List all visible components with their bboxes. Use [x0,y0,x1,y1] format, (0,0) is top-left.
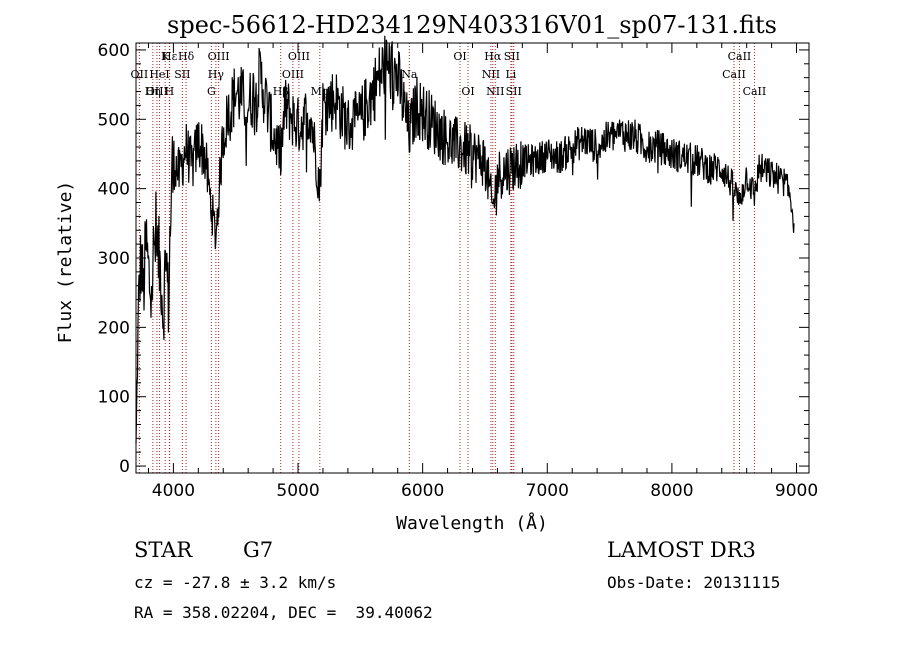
spectral-line-label: K [161,50,170,63]
y-axis-label: Flux (relative) [55,181,76,344]
spectral-line-label: CaII [722,68,746,81]
spectral-line-label: OI [461,85,474,98]
spectral-line-label: HeI [149,68,169,81]
spectrum-series-line [135,35,795,444]
spectral-line-label: SII [506,85,522,98]
spectral-line-label: SII [174,68,190,81]
spectral-line-label: Hγ [208,68,225,81]
x-tick-label: 5000 [276,481,319,501]
object-class: STAR [134,538,193,562]
spectral-line-label: OI [453,50,466,63]
x-tick-label: 9000 [775,481,818,501]
survey-name: LAMOST DR3 [607,538,756,562]
y-tick-label: 200 [98,318,130,338]
spectral-line-label: G [207,85,216,98]
spectral-line-label: SII [504,50,520,63]
y-tick-label: 300 [98,249,130,269]
x-tick-label: 4000 [152,481,195,501]
redshift-velocity: cz = -27.8 ± 3.2 km/s [134,573,337,592]
spectral-line-label: OIII [208,50,230,63]
ticks-layer: 4000 5000 6000 7000 8000 9000 0 100 200 300 400 500… [98,41,819,501]
y-tick-label: 100 [98,388,130,408]
observation-date: Obs-Date: 20131115 [607,573,781,592]
spectral-line-label: Hδ [178,50,195,63]
spectral-line-label: OIII [282,68,304,81]
plot-frame [135,42,810,474]
object-subclass: G7 [243,538,274,562]
x-tick-label: 6000 [401,481,444,501]
spectral-line-label: Hα [484,50,502,63]
chart-title: spec-56612-HD234129N403316V01_sp07-131.f… [167,11,777,39]
y-tick-label: 0 [119,457,130,477]
spectral-line-label: NII [486,85,504,98]
spectral-line-label: Li [505,68,516,81]
spectral-line-label: CaII [743,85,767,98]
series-layer [135,35,795,444]
spectral-line-label: Na [401,68,418,81]
spectral-line-label: Hε [162,50,178,63]
spectral-line-label: Hη [145,85,161,98]
y-tick-label: 400 [98,180,130,200]
x-axis-label: Wavelength (Å) [396,512,548,534]
spectral-line-label: OIII [288,50,310,63]
spectral-line-label: H [165,85,175,98]
spectral-line-label: NII [482,68,500,81]
x-tick-label: 7000 [526,481,569,501]
spectral-line-label: OIII [146,85,168,98]
sky-coordinates: RA = 358.02204, DEC = 39.40062 [134,603,433,622]
y-tick-label: 600 [98,41,130,61]
spectral-line-label: CaII [728,50,752,63]
y-tick-label: 500 [98,110,130,130]
x-tick-label: 8000 [650,481,693,501]
spectral-line-label: OII [131,68,149,81]
